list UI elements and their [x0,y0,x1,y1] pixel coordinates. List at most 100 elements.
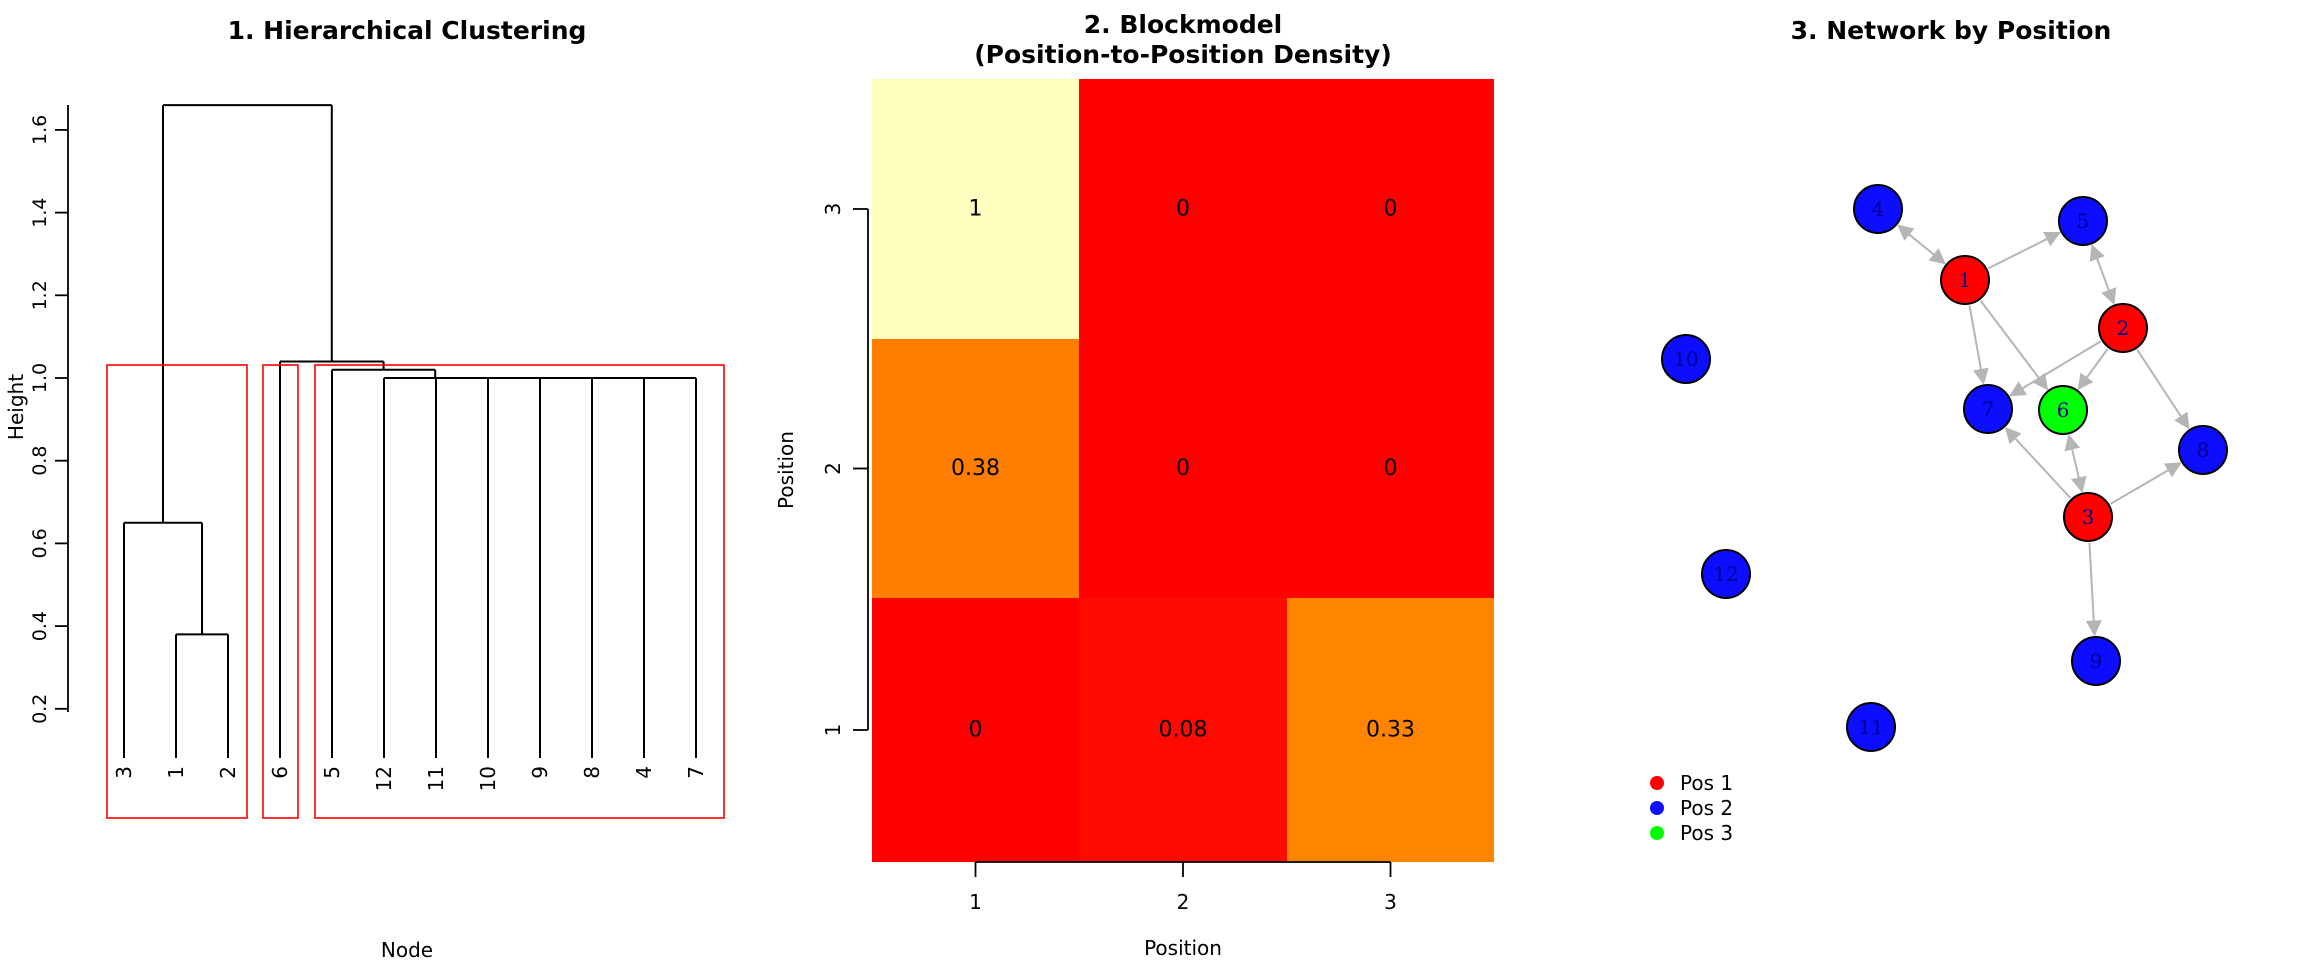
heatmap-cell-value: 0 [1384,197,1398,222]
network-node-label: 5 [2077,209,2090,233]
cluster-box [262,364,299,819]
heatmap-cell-value: 0 [1176,456,1190,481]
network-node-circle [1940,255,1990,305]
legend-dot [1650,826,1664,840]
network-node-circle [1963,384,2013,434]
y-axis-tick-label: 1.2 [29,280,51,310]
y-axis-tick-label: 2 [821,462,845,475]
network-node-3: 3 [2063,492,2113,542]
network-node-label: 12 [1713,562,1738,586]
network-node-label: 7 [1982,397,1995,421]
heatmap-cell-value: 0.08 [1159,718,1208,743]
network-edge [2009,340,2102,397]
y-axis-tick-label: 1.0 [29,363,51,393]
network-edge [1968,305,1989,385]
dendrogram-leaf-label: 5 [320,766,344,779]
network-edge [2004,427,2072,499]
network-edge [2089,244,2117,305]
dendrogram-plot: 0.2 0.4 0.6 0.8 1.0 1.2 1.4 1.6 Height Node 3 1 2 6 5 1… [4,104,725,960]
y-axis-tick-label: 0.8 [29,446,51,476]
dendrogram-leaf-label: 4 [632,766,656,779]
network-edge [2085,542,2102,637]
heatmap-cell [1079,79,1287,339]
heatmap-cell-value: 1 [969,197,983,222]
network-node-12: 12 [1701,549,1751,599]
network-node-circle [2178,425,2228,475]
network-node-label: 10 [1673,347,1698,371]
network-node-label: 8 [2197,438,2210,462]
y-axis-tick-label: 1.6 [29,115,51,145]
network-edge [2136,349,2190,430]
network-node-6: 6 [2038,385,2088,435]
network-node-circle [2071,636,2121,686]
y-axis-tick-label: 3 [821,203,845,216]
panel2-title-line1: 2. Blockmodel [1083,10,1283,39]
network-node-circle [2063,492,2113,542]
network-node-10: 10 [1661,334,1711,384]
network-node-8: 8 [2178,425,2228,475]
network-node-circle [2058,196,2108,246]
heatmap-cell [1079,339,1287,598]
dendrogram-leaf-label: 10 [476,766,500,791]
network-node-circle [1853,184,1903,234]
network-node-label: 11 [1858,715,1883,739]
heatmap-cell [872,339,1079,598]
y-axis-tick-label: 1 [821,724,845,737]
dendrogram-leaf-label: 3 [112,766,136,779]
panel3-title: 3. Network by Position [1790,16,2112,45]
dendrogram-leaf-label: 2 [216,766,240,779]
y-axis-tick-label: 0.2 [29,694,51,724]
dendrogram-leaf-label: 9 [528,766,552,779]
legend-label: Pos 3 [1680,821,1733,845]
heatmap-cell-value: 0.33 [1366,718,1415,743]
network-node-5: 5 [2058,196,2108,246]
panel2-title: 2. Blockmodel (Position-to-Position Dens… [768,10,1598,70]
network-node-label: 9 [2090,649,2103,673]
heatmap-cell [1287,339,1494,598]
network-edge [1979,300,2049,391]
y-axis-tick-label: 1.4 [29,197,51,227]
dendrogram-leaf-label: 6 [268,766,292,779]
heatmap-cell [872,598,1079,862]
network-node-circle [2038,385,2088,435]
x-axis-title: Node [381,938,433,960]
x-axis-tick-label: 2 [1177,890,1190,914]
x-axis-tick-label: 3 [1384,890,1397,914]
x-axis-title: Position [1144,936,1222,960]
network-node-circle [2098,303,2148,353]
cluster-box [314,364,725,819]
y-axis-tick-label: 0.6 [29,528,51,558]
cluster-box [106,364,248,819]
network-edge [1897,224,1946,265]
dendrogram-leaf-label: 1 [164,766,188,779]
panel2-title-line2: (Position-to-Position Density) [974,40,1392,69]
network-node-circle [1846,702,1896,752]
network-node-7: 7 [1963,384,2013,434]
network-edge [2109,462,2182,505]
x-axis-tick-label: 1 [969,890,982,914]
legend-dot [1650,776,1664,790]
dendrogram-leaf-label: 7 [684,766,708,779]
y-axis-tick-label: 0.4 [29,611,51,641]
legend-label: Pos 1 [1680,771,1733,795]
heatmap-cell-value: 0 [969,718,983,743]
network-node-label: 6 [2057,398,2070,422]
network-node-circle [1701,549,1751,599]
y-axis-title: Height [4,374,28,440]
network-edge [1987,232,2061,270]
heatmap-cell [1287,79,1494,339]
network-node-circle [1661,334,1711,384]
heatmap-cell [872,79,1079,339]
heatmap-cell [1079,598,1287,862]
heatmap-cell [1287,598,1494,862]
legend-label: Pos 2 [1680,796,1733,820]
network-node-label: 2 [2117,316,2130,340]
heatmap-cell-value: 0 [1384,456,1398,481]
network-edge [2064,433,2087,494]
network-node-1: 1 [1940,255,1990,305]
legend-dot [1650,801,1664,815]
network-node-11: 11 [1846,702,1896,752]
dendrogram-leaf-label: 8 [580,766,604,779]
